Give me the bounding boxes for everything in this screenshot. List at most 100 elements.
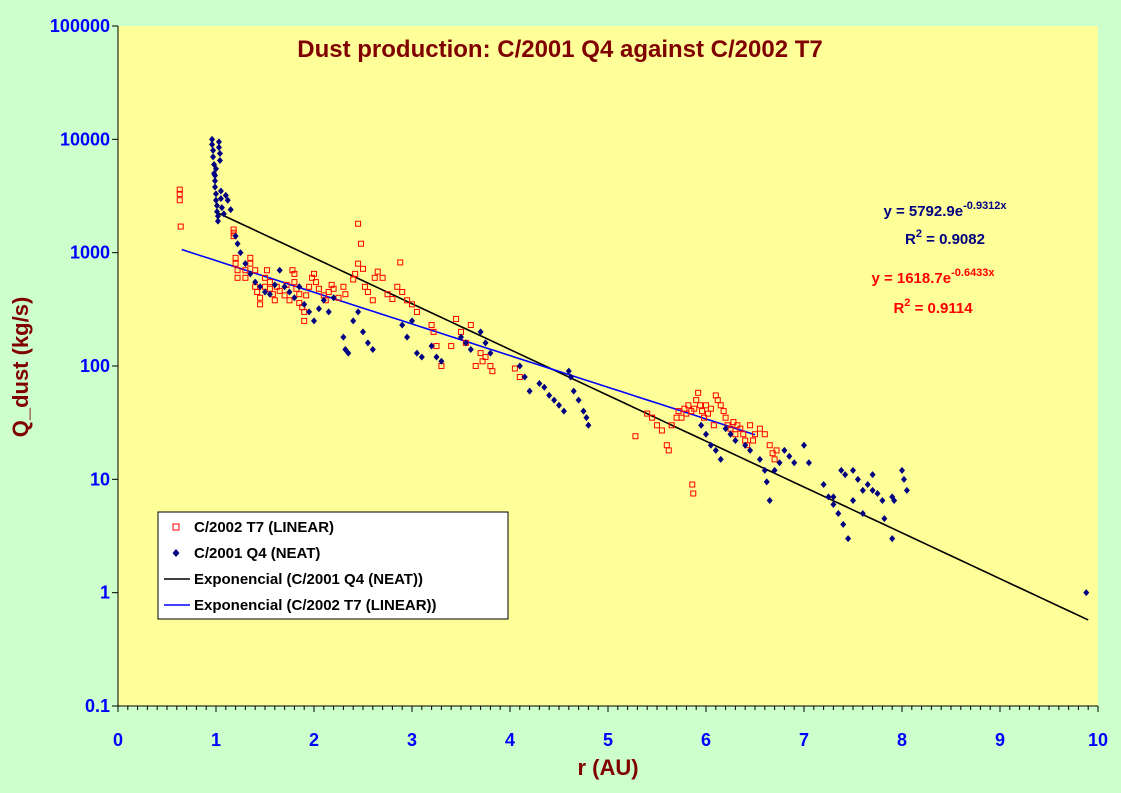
data-point	[712, 446, 719, 454]
y-tick-label: 0.1	[85, 696, 110, 716]
data-point	[750, 437, 757, 444]
data-point	[691, 405, 698, 412]
data-point	[289, 267, 296, 274]
data-point	[296, 283, 303, 291]
data-point	[801, 441, 807, 449]
data-point	[703, 402, 709, 409]
x-tick-label: 3	[407, 730, 417, 750]
data-point	[791, 459, 798, 467]
data-point	[342, 291, 349, 298]
data-point	[358, 240, 365, 247]
data-point	[176, 197, 183, 204]
data-point	[213, 202, 220, 210]
data-point	[697, 402, 704, 409]
data-point	[360, 265, 366, 272]
data-point	[355, 260, 362, 267]
data-point	[404, 297, 411, 304]
data-point	[869, 471, 876, 479]
data-point	[306, 308, 313, 316]
data-point	[364, 288, 371, 295]
data-point	[209, 135, 216, 143]
data-point	[209, 141, 216, 149]
data-point	[379, 274, 386, 281]
data-point	[703, 430, 709, 438]
equation-main: y = 1618.7e	[871, 270, 951, 287]
x-tick-label: 1	[211, 730, 221, 750]
data-point	[560, 407, 567, 415]
data-point	[727, 430, 734, 438]
data-point	[433, 353, 440, 361]
data-point	[227, 206, 234, 214]
equation-exponent: -0.9312x	[963, 200, 1007, 212]
data-point	[567, 373, 574, 381]
data-point	[234, 274, 241, 281]
data-point	[690, 490, 697, 497]
data-point	[511, 365, 518, 372]
data-point	[701, 414, 708, 421]
data-point	[879, 497, 886, 505]
data-point	[220, 210, 227, 218]
data-point	[742, 441, 749, 449]
data-point	[369, 297, 376, 304]
y-tick-label: 100000	[50, 16, 110, 36]
data-point	[583, 414, 590, 422]
data-point	[889, 535, 896, 543]
data-point	[477, 350, 484, 357]
x-tick-label: 2	[309, 730, 319, 750]
data-point	[830, 500, 837, 508]
y-tick-label: 10000	[60, 129, 110, 149]
equation-exponent: -0.6433x	[951, 267, 995, 279]
data-point	[766, 497, 773, 505]
data-point	[177, 223, 184, 230]
data-point	[722, 414, 729, 421]
data-point	[707, 441, 714, 449]
data-point	[854, 475, 861, 483]
data-point	[477, 328, 484, 336]
data-point	[325, 288, 332, 295]
data-point	[218, 204, 225, 212]
data-point	[266, 279, 273, 286]
data-point	[695, 389, 702, 396]
data-point	[222, 191, 229, 199]
data-point	[257, 294, 264, 301]
data-point	[369, 345, 376, 353]
data-point	[263, 267, 270, 274]
data-point	[242, 267, 249, 274]
data-points	[176, 135, 1090, 597]
data-point	[707, 405, 714, 412]
data-point	[350, 276, 357, 283]
data-point	[291, 294, 298, 302]
data-point	[409, 301, 415, 308]
data-point	[458, 333, 464, 341]
data-point	[217, 187, 224, 195]
r-squared-value: = 0.9114	[910, 300, 973, 317]
data-point	[394, 283, 401, 290]
data-point	[428, 322, 435, 329]
data-point	[487, 349, 494, 357]
data-point	[384, 291, 391, 298]
data-point	[296, 291, 303, 298]
data-point	[301, 317, 308, 324]
chart-title: Dust production: C/2001 Q4 against C/200…	[297, 36, 822, 63]
trendline-q4	[215, 211, 1089, 621]
x-tick-label: 10	[1088, 730, 1108, 750]
data-point	[903, 486, 910, 494]
data-point	[254, 288, 261, 295]
data-point	[689, 481, 696, 488]
data-point	[632, 433, 639, 440]
data-point	[237, 249, 244, 257]
data-point	[850, 497, 856, 505]
data-point	[740, 431, 747, 438]
data-point	[262, 288, 268, 296]
data-point	[315, 285, 322, 292]
data-point	[276, 266, 283, 274]
data-point	[232, 232, 239, 240]
data-point	[845, 535, 852, 543]
data-point	[536, 380, 543, 388]
data-point	[262, 274, 268, 281]
data-point	[315, 305, 322, 313]
data-point	[309, 274, 316, 281]
legend-label: C/2001 Q4 (NEAT)	[194, 545, 320, 562]
data-point	[215, 138, 222, 146]
